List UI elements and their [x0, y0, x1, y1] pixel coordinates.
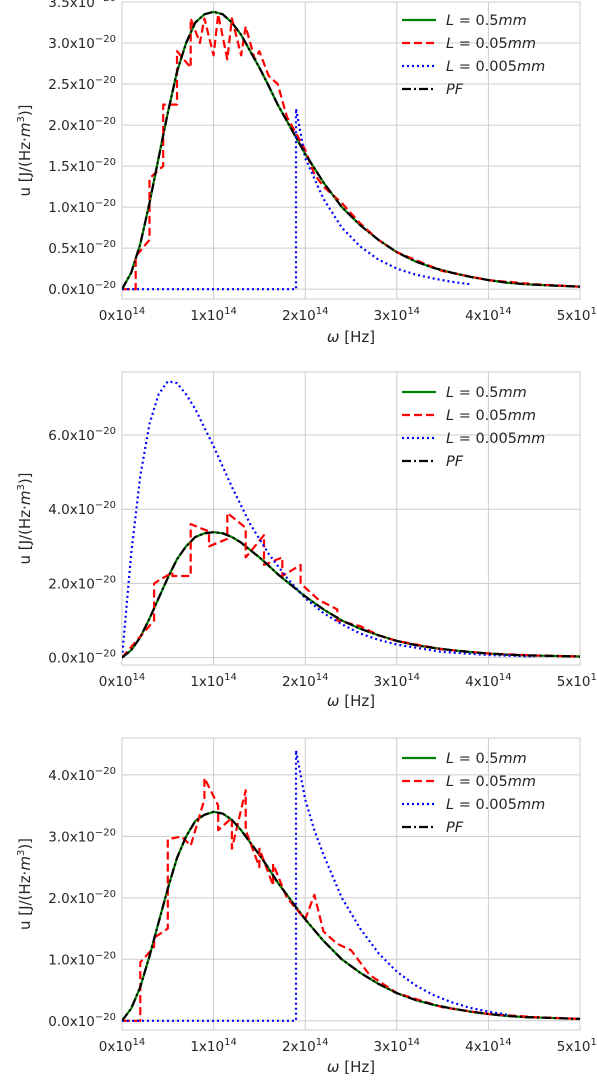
x-tick-label: 2x1014 — [282, 306, 329, 324]
y-tick-label: 3.0x10−20 — [48, 827, 116, 845]
x-tick-label: 1x1014 — [190, 306, 237, 324]
x-tick-label: 0x1014 — [99, 1037, 146, 1055]
x-tick-label: 3x1014 — [374, 306, 421, 324]
y-tick-label: 4.0x10−20 — [48, 766, 116, 784]
legend-entry: L = 0.005mm — [446, 797, 545, 813]
legend-entry: L = 0.005mm — [446, 59, 545, 75]
y-tick-label: 2.5x10−20 — [48, 75, 116, 93]
x-tick-label: 1x1014 — [190, 1037, 237, 1055]
legend-entry: L = 0.5mm — [446, 13, 527, 29]
x-axis-label: ω [Hz] — [327, 328, 375, 346]
x-tick-label: 2x1014 — [282, 672, 329, 690]
x-tick-label: 0x1014 — [99, 672, 146, 690]
series-line-3 — [122, 107, 471, 291]
y-tick-label: 0.5x10−20 — [48, 239, 116, 257]
series-line-4 — [122, 10, 580, 290]
series-line-3 — [122, 380, 535, 658]
series-line-4 — [122, 810, 580, 1022]
y-tick-label: 0.0x10−20 — [48, 649, 116, 667]
legend-entry: L = 0.05mm — [446, 408, 536, 424]
y-axis-label: u [J/(Hz·m3)] — [16, 838, 34, 930]
x-tick-label: 4x1014 — [465, 672, 512, 690]
y-tick-label: 2.0x10−20 — [48, 574, 116, 592]
y-axis-label: u [J/(Hz·m3)] — [16, 472, 34, 564]
plot-area — [121, 1, 581, 300]
legend-entry: L = 0.05mm — [446, 36, 536, 52]
y-tick-label: 3.0x10−20 — [48, 34, 116, 52]
x-tick-label: 5x1014 — [557, 1037, 597, 1055]
legend-entry: L = 0.5mm — [446, 385, 527, 401]
x-tick-label: 4x1014 — [465, 306, 512, 324]
x-tick-label: 0x1014 — [99, 306, 146, 324]
x-tick-label: 3x1014 — [374, 1037, 421, 1055]
plot-area — [121, 371, 581, 666]
x-axis-label: ω [Hz] — [327, 1058, 375, 1076]
x-tick-label: 5x1014 — [557, 672, 597, 690]
chart-panel-1: 0x1014 1x1014 2x1014 3x1014 4x1014 5x1014 0.0x… — [16, 0, 597, 346]
legend-entry: L = 0.5mm — [446, 751, 527, 767]
y-tick-label: 2.0x10−20 — [48, 889, 116, 907]
legend-entry: PF — [446, 820, 464, 836]
chart-panel-3: 0x1014 1x1014 2x1014 3x1014 4x1014 5x1014 0.0x… — [16, 737, 597, 1076]
legend-entry: PF — [446, 454, 464, 470]
y-tick-label: 1.0x10−20 — [48, 950, 116, 968]
x-tick-label: 4x1014 — [465, 1037, 512, 1055]
y-tick-label: 3.5x10−20 — [48, 0, 116, 11]
x-axis-label: ω [Hz] — [327, 692, 375, 710]
y-tick-label: 0.0x10−20 — [48, 280, 116, 298]
y-tick-label: 2.0x10−20 — [48, 116, 116, 134]
legend-entry: L = 0.05mm — [446, 774, 536, 790]
chart-panel-2: 0x1014 1x1014 2x1014 3x1014 4x1014 5x1014 0.0x… — [16, 371, 597, 710]
series-line-3 — [122, 749, 507, 1022]
x-tick-label: 1x1014 — [190, 672, 237, 690]
y-tick-label: 0.0x10−20 — [48, 1012, 116, 1030]
plot-area — [121, 737, 581, 1031]
series-line-4 — [122, 531, 580, 659]
x-tick-label: 2x1014 — [282, 1037, 329, 1055]
y-tick-label: 1.5x10−20 — [48, 157, 116, 175]
legend-entry: PF — [446, 82, 464, 98]
y-axis-label: u [J/(Hz·m3)] — [16, 104, 34, 196]
y-tick-label: 6.0x10−20 — [48, 426, 116, 444]
legend-entry: L = 0.005mm — [446, 431, 545, 447]
y-tick-label: 4.0x10−20 — [48, 500, 116, 518]
x-tick-label: 3x1014 — [374, 672, 421, 690]
y-tick-label: 1.0x10−20 — [48, 198, 116, 216]
x-tick-label: 5x1014 — [557, 306, 597, 324]
